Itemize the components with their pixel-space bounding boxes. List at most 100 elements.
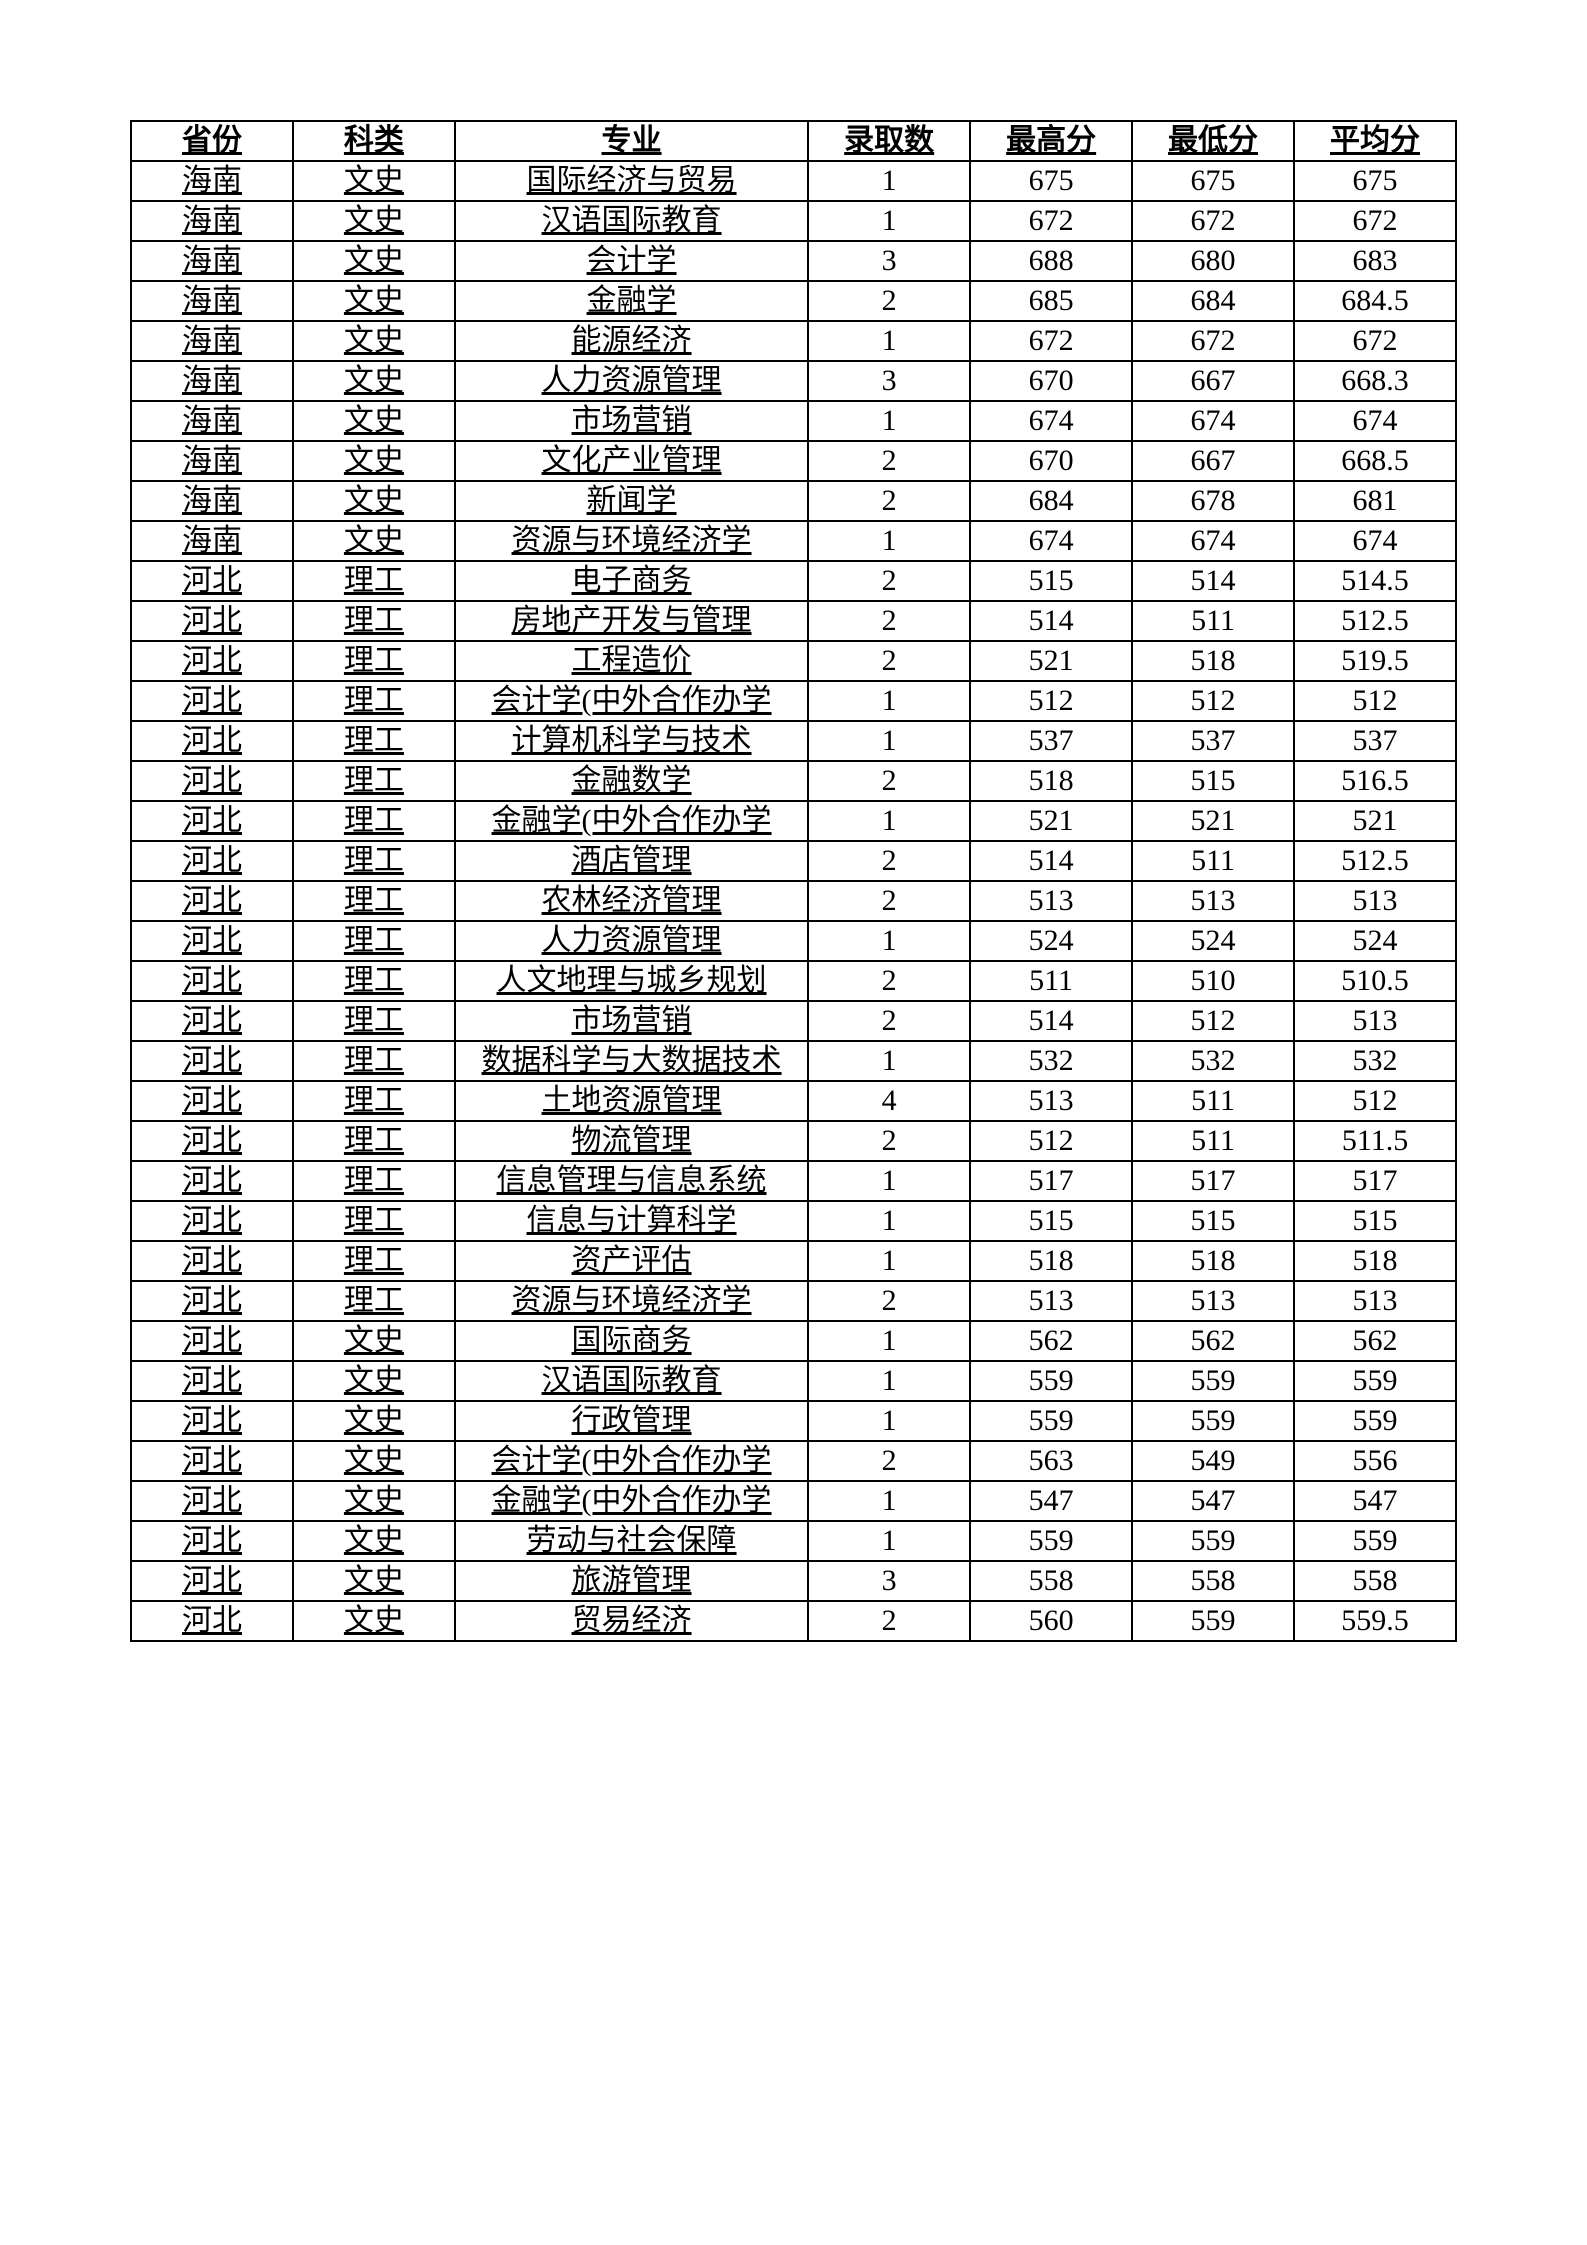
cell-enrolled: 1: [808, 921, 970, 961]
cell-major: 金融学(中外合作办学: [455, 801, 808, 841]
cell-province: 河北: [131, 1001, 293, 1041]
cell-province: 河北: [131, 1201, 293, 1241]
cell-max: 518: [970, 761, 1132, 801]
cell-province: 河北: [131, 681, 293, 721]
cell-province: 河北: [131, 1161, 293, 1201]
cell-category: 理工: [293, 761, 455, 801]
cell-max: 521: [970, 641, 1132, 681]
cell-major: 国际经济与贸易: [455, 161, 808, 201]
cell-province: 海南: [131, 321, 293, 361]
cell-max: 672: [970, 321, 1132, 361]
cell-max: 537: [970, 721, 1132, 761]
admissions-table: 省份 科类 专业 录取数 最高分 最低分 平均分 海南文史国际经济与贸易1675…: [130, 120, 1457, 1642]
cell-province: 河北: [131, 601, 293, 641]
cell-avg: 556: [1294, 1441, 1456, 1481]
table-row: 海南文史文化产业管理2670667668.5: [131, 441, 1456, 481]
cell-min: 672: [1132, 201, 1294, 241]
cell-max: 684: [970, 481, 1132, 521]
cell-avg: 547: [1294, 1481, 1456, 1521]
cell-max: 563: [970, 1441, 1132, 1481]
cell-category: 理工: [293, 681, 455, 721]
cell-category: 文史: [293, 1481, 455, 1521]
cell-max: 685: [970, 281, 1132, 321]
cell-major: 旅游管理: [455, 1561, 808, 1601]
table-row: 河北理工金融学(中外合作办学1521521521: [131, 801, 1456, 841]
table-row: 河北文史劳动与社会保障1559559559: [131, 1521, 1456, 1561]
cell-enrolled: 1: [808, 1481, 970, 1521]
cell-avg: 513: [1294, 1001, 1456, 1041]
cell-enrolled: 2: [808, 281, 970, 321]
cell-province: 海南: [131, 161, 293, 201]
cell-major: 金融学(中外合作办学: [455, 1481, 808, 1521]
cell-category: 理工: [293, 1201, 455, 1241]
cell-major: 信息管理与信息系统: [455, 1161, 808, 1201]
col-max: 最高分: [970, 121, 1132, 161]
cell-province: 河北: [131, 881, 293, 921]
cell-category: 理工: [293, 601, 455, 641]
cell-max: 514: [970, 841, 1132, 881]
cell-major: 国际商务: [455, 1321, 808, 1361]
cell-avg: 674: [1294, 521, 1456, 561]
cell-max: 512: [970, 1121, 1132, 1161]
cell-major: 会计学(中外合作办学: [455, 1441, 808, 1481]
cell-major: 资源与环境经济学: [455, 521, 808, 561]
cell-major: 金融学: [455, 281, 808, 321]
cell-max: 524: [970, 921, 1132, 961]
cell-major: 电子商务: [455, 561, 808, 601]
cell-max: 674: [970, 401, 1132, 441]
cell-enrolled: 3: [808, 241, 970, 281]
cell-province: 河北: [131, 761, 293, 801]
cell-avg: 537: [1294, 721, 1456, 761]
cell-province: 河北: [131, 1361, 293, 1401]
cell-enrolled: 1: [808, 321, 970, 361]
cell-min: 558: [1132, 1561, 1294, 1601]
cell-category: 文史: [293, 521, 455, 561]
cell-min: 517: [1132, 1161, 1294, 1201]
cell-category: 理工: [293, 1241, 455, 1281]
table-row: 河北文史行政管理1559559559: [131, 1401, 1456, 1441]
cell-avg: 516.5: [1294, 761, 1456, 801]
cell-category: 理工: [293, 561, 455, 601]
cell-major: 会计学: [455, 241, 808, 281]
cell-avg: 512.5: [1294, 601, 1456, 641]
cell-min: 537: [1132, 721, 1294, 761]
cell-min: 667: [1132, 361, 1294, 401]
table-row: 海南文史国际经济与贸易1675675675: [131, 161, 1456, 201]
cell-min: 678: [1132, 481, 1294, 521]
cell-enrolled: 1: [808, 1361, 970, 1401]
cell-avg: 512: [1294, 1081, 1456, 1121]
table-row: 河北文史贸易经济2560559559.5: [131, 1601, 1456, 1641]
cell-max: 670: [970, 441, 1132, 481]
table-row: 河北文史会计学(中外合作办学2563549556: [131, 1441, 1456, 1481]
cell-avg: 513: [1294, 881, 1456, 921]
cell-enrolled: 2: [808, 561, 970, 601]
cell-enrolled: 1: [808, 801, 970, 841]
cell-category: 理工: [293, 881, 455, 921]
cell-major: 资产评估: [455, 1241, 808, 1281]
table-row: 河北理工金融数学2518515516.5: [131, 761, 1456, 801]
table-row: 河北文史金融学(中外合作办学1547547547: [131, 1481, 1456, 1521]
cell-max: 559: [970, 1361, 1132, 1401]
cell-major: 能源经济: [455, 321, 808, 361]
cell-max: 559: [970, 1401, 1132, 1441]
cell-max: 513: [970, 881, 1132, 921]
cell-major: 人力资源管理: [455, 361, 808, 401]
col-major: 专业: [455, 121, 808, 161]
cell-category: 理工: [293, 921, 455, 961]
cell-enrolled: 1: [808, 1321, 970, 1361]
table-row: 河北理工土地资源管理4513511512: [131, 1081, 1456, 1121]
table-row: 河北理工资产评估1518518518: [131, 1241, 1456, 1281]
cell-min: 547: [1132, 1481, 1294, 1521]
table-body: 海南文史国际经济与贸易1675675675海南文史汉语国际教育167267267…: [131, 161, 1456, 1641]
cell-province: 海南: [131, 201, 293, 241]
cell-major: 劳动与社会保障: [455, 1521, 808, 1561]
cell-enrolled: 2: [808, 761, 970, 801]
cell-category: 文史: [293, 281, 455, 321]
cell-province: 河北: [131, 641, 293, 681]
cell-max: 670: [970, 361, 1132, 401]
cell-category: 文史: [293, 161, 455, 201]
cell-category: 理工: [293, 841, 455, 881]
cell-major: 行政管理: [455, 1401, 808, 1441]
cell-province: 河北: [131, 1321, 293, 1361]
cell-avg: 559: [1294, 1521, 1456, 1561]
